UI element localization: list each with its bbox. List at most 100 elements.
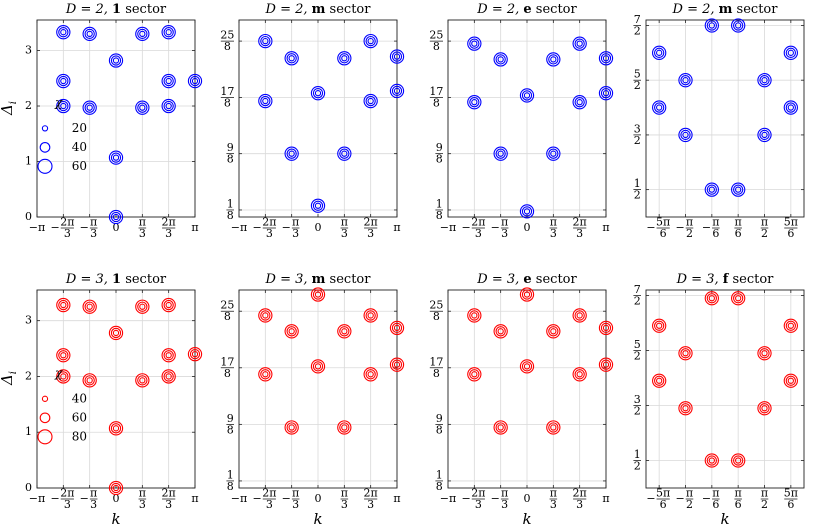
data-point (56, 73, 71, 89)
marker-ring (341, 55, 348, 62)
data-point (546, 324, 561, 339)
marker-ring (761, 131, 768, 139)
svg-text:−: − (253, 492, 262, 505)
marker-ring (165, 373, 172, 380)
svg-text:0: 0 (524, 221, 531, 234)
x-tick-label: − π3 (491, 216, 509, 240)
svg-text:25: 25 (220, 299, 234, 312)
svg-text:0: 0 (315, 492, 322, 505)
svg-text:25: 25 (429, 29, 443, 42)
marker-ring (652, 45, 667, 60)
marker-ring (161, 73, 176, 89)
svg-text:3: 3 (576, 498, 583, 511)
marker-ring (139, 104, 146, 111)
marker-ring (519, 204, 535, 219)
svg-text:8: 8 (224, 367, 231, 380)
marker-ring (58, 350, 69, 361)
data-point (598, 320, 614, 336)
svg-text:5π: 5π (784, 487, 798, 500)
svg-text:8: 8 (433, 96, 440, 109)
marker-ring (574, 369, 585, 380)
data-point (493, 146, 508, 161)
chart-title: D = 2, m sector (672, 2, 779, 17)
marker-ring (598, 86, 614, 101)
marker-ring (704, 291, 719, 306)
marker-ring (112, 57, 120, 64)
marker-ring (735, 457, 742, 464)
marker-ring (576, 99, 583, 106)
data-points (258, 33, 405, 213)
svg-text:8: 8 (433, 367, 440, 380)
data-point (731, 453, 746, 468)
svg-text:−: − (51, 221, 60, 234)
data-point (572, 308, 587, 323)
svg-text:3: 3 (25, 314, 32, 327)
marker-ring (761, 405, 768, 412)
svg-text:3: 3 (139, 227, 146, 240)
svg-text:−: − (491, 221, 500, 234)
marker-ring (519, 88, 535, 103)
x-tick-label: −5π6 (646, 487, 670, 512)
marker-ring (495, 422, 506, 433)
legend-title: χ (54, 95, 63, 109)
marker-ring (135, 373, 150, 388)
marker-ring (84, 28, 95, 40)
marker-ring (284, 324, 299, 339)
svg-text:17: 17 (429, 85, 443, 98)
data-point (135, 299, 150, 314)
marker-ring (163, 350, 174, 361)
x-axis-label: k (522, 510, 531, 528)
marker-ring (680, 75, 691, 86)
marker-ring (363, 33, 378, 49)
marker-ring (163, 100, 174, 112)
svg-text:6: 6 (660, 498, 667, 511)
marker-ring (86, 30, 93, 38)
marker-ring (337, 420, 352, 435)
marker-ring (652, 318, 667, 333)
svg-text:2: 2 (634, 79, 641, 92)
svg-text:−: − (253, 221, 262, 234)
marker-ring (576, 40, 583, 47)
marker-ring (108, 421, 124, 436)
marker-ring (341, 424, 348, 431)
marker-ring (656, 104, 663, 111)
data-point (108, 421, 124, 436)
marker-ring (733, 293, 744, 304)
marker-ring (550, 424, 557, 431)
marker-ring (288, 328, 295, 335)
y-tick-label: 3 (25, 44, 32, 57)
legend-title: χ (54, 366, 63, 380)
marker-ring (654, 47, 665, 58)
marker-ring (757, 127, 772, 143)
svg-text:π: π (139, 216, 146, 229)
marker-ring (706, 293, 717, 304)
marker-ring (548, 148, 559, 159)
svg-text:0: 0 (524, 492, 531, 505)
marker-ring (288, 55, 295, 62)
svg-text:2: 2 (634, 350, 641, 363)
data-point (284, 51, 299, 66)
svg-text:−: − (80, 492, 89, 505)
data-point (363, 308, 378, 323)
marker-ring (60, 102, 67, 110)
marker-ring (602, 324, 610, 332)
svg-text:3: 3 (165, 227, 172, 240)
svg-text:−: − (702, 221, 711, 234)
marker-ring (787, 377, 794, 384)
data-point (783, 373, 798, 388)
marker-ring (598, 357, 614, 372)
marker-ring (680, 403, 691, 414)
marker-ring (391, 322, 403, 334)
svg-text:2: 2 (761, 498, 768, 511)
x-tick-label: π3 (549, 216, 558, 240)
marker-ring (56, 369, 71, 384)
marker-ring (576, 371, 583, 378)
marker-ring (82, 373, 97, 388)
svg-text:3: 3 (550, 498, 557, 511)
svg-text:π: π (550, 487, 557, 500)
marker-ring (314, 90, 322, 97)
x-tick-label: −π (29, 221, 45, 234)
x-tick-label: 5π6 (784, 216, 798, 241)
marker-ring (682, 131, 689, 139)
marker-ring (260, 35, 271, 47)
